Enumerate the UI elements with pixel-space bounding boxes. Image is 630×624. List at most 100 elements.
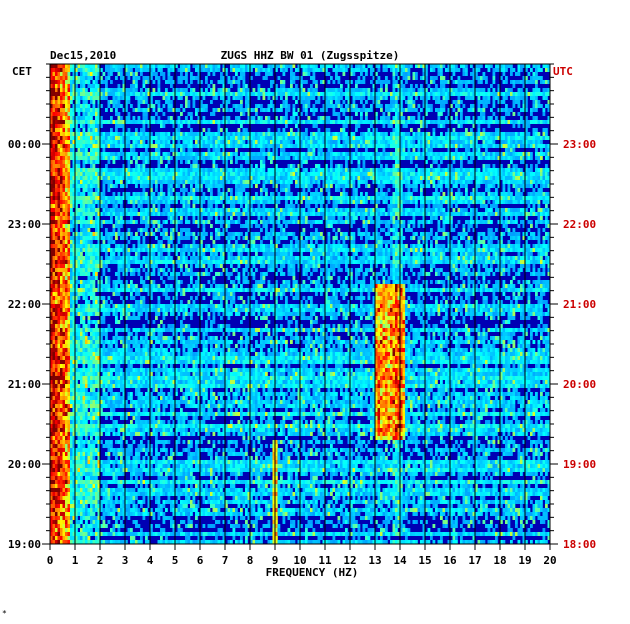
- spectrogram-cell: [72, 172, 76, 176]
- spectrogram-cell: [437, 184, 441, 188]
- spectrogram-cell: [262, 180, 266, 184]
- spectrogram-cell: [202, 168, 206, 172]
- spectrogram-cell: [372, 68, 376, 72]
- spectrogram-cell: [502, 152, 506, 156]
- spectrogram-cell: [65, 112, 68, 116]
- spectrogram-cell: [330, 136, 333, 140]
- spectrogram-cell: [427, 168, 431, 172]
- spectrogram-cell: [202, 172, 206, 176]
- spectrogram-cell: [170, 104, 173, 108]
- spectrogram-cell: [287, 140, 291, 144]
- spectrogram-cell: [437, 192, 441, 196]
- spectrogram-cell: [187, 200, 191, 204]
- spectrogram-cell: [115, 144, 118, 148]
- spectrogram-cell: [210, 140, 213, 144]
- spectrogram-cell: [82, 116, 86, 120]
- spectrogram-cell: [435, 92, 438, 96]
- spectrogram-cell: [427, 196, 431, 200]
- spectrogram-cell: [392, 120, 396, 124]
- spectrogram-cell: [312, 112, 316, 116]
- spectrogram-cell: [472, 192, 476, 196]
- spectrogram-cell: [537, 120, 541, 124]
- spectrogram-cell: [107, 76, 111, 80]
- spectrogram-cell: [485, 180, 488, 184]
- spectrogram-cell: [125, 136, 128, 140]
- spectrogram-cell: [350, 152, 353, 156]
- spectrogram-cell: [132, 72, 136, 76]
- spectrogram-cell: [65, 184, 68, 188]
- spectrogram-cell: [260, 188, 263, 192]
- spectrogram-cell: [445, 100, 448, 104]
- spectrogram-cell: [465, 132, 468, 136]
- spectrogram-cell: [177, 132, 181, 136]
- spectrogram-cell: [432, 120, 436, 124]
- spectrogram-cell: [317, 140, 321, 144]
- spectrogram-cell: [437, 168, 441, 172]
- spectrogram-cell: [90, 72, 93, 76]
- spectrogram-cell: [147, 176, 151, 180]
- spectrogram-cell: [100, 116, 103, 120]
- spectrogram-cell: [240, 108, 243, 112]
- spectrogram-cell: [522, 136, 526, 140]
- spectrogram-cell: [305, 180, 308, 184]
- spectrogram-cell: [475, 196, 478, 200]
- spectrogram-cell: [445, 168, 448, 172]
- spectrogram-cell: [160, 72, 163, 76]
- spectrogram-cell: [110, 132, 113, 136]
- spectrogram-cell: [97, 152, 101, 156]
- spectrogram-cell: [120, 196, 123, 200]
- spectrogram-cell: [70, 148, 73, 152]
- spectrogram-cell: [532, 140, 536, 144]
- spectrogram-cell: [500, 196, 503, 200]
- spectrogram-cell: [57, 116, 61, 120]
- spectrogram-cell: [360, 80, 363, 84]
- spectrogram-cell: [302, 96, 306, 100]
- spectrogram-cell: [435, 176, 438, 180]
- spectrogram-cell: [95, 184, 98, 188]
- spectrogram-cell: [302, 68, 306, 72]
- spectrogram-cell: [532, 92, 536, 96]
- spectrogram-cell: [467, 180, 471, 184]
- spectrogram-cell: [75, 192, 78, 196]
- spectrogram-cell: [365, 156, 368, 160]
- spectrogram-cell: [275, 96, 278, 100]
- spectrogram-cell: [235, 156, 238, 160]
- spectrogram-cell: [537, 76, 541, 80]
- spectrogram-cell: [277, 140, 281, 144]
- spectrogram-cell: [210, 68, 213, 72]
- spectrogram-cell: [95, 88, 98, 92]
- spectrogram-cell: [112, 120, 116, 124]
- spectrogram-cell: [82, 68, 86, 72]
- spectrogram-cell: [490, 136, 493, 140]
- spectrogram-cell: [230, 196, 233, 200]
- spectrogram-cell: [92, 192, 96, 196]
- spectrogram-cell: [122, 108, 126, 112]
- spectrogram-cell: [85, 148, 88, 152]
- spectrogram-cell: [535, 84, 538, 88]
- spectrogram-cell: [132, 168, 136, 172]
- spectrogram-cell: [217, 176, 221, 180]
- spectrogram-cell: [300, 84, 303, 88]
- spectrogram-cell: [305, 96, 308, 100]
- spectrogram-cell: [275, 172, 278, 176]
- spectrogram-cell: [482, 104, 486, 108]
- spectrogram-cell: [182, 92, 186, 96]
- spectrogram-cell: [505, 120, 508, 124]
- spectrogram-cell: [100, 144, 103, 148]
- spectrogram-cell: [312, 176, 316, 180]
- spectrogram-cell: [255, 156, 258, 160]
- spectrogram-cell: [457, 108, 461, 112]
- spectrogram-cell: [130, 136, 133, 140]
- spectrogram-cell: [547, 156, 551, 160]
- spectrogram-cell: [397, 76, 401, 80]
- spectrogram-cell: [100, 124, 103, 128]
- spectrogram-cell: [362, 152, 366, 156]
- spectrogram-cell: [340, 164, 343, 168]
- spectrogram-cell: [542, 132, 546, 136]
- spectrogram-cell: [107, 188, 111, 192]
- spectrogram-cell: [50, 108, 53, 112]
- spectrogram-cell: [97, 128, 101, 132]
- spectrogram-cell: [507, 176, 511, 180]
- spectrogram-cell: [182, 88, 186, 92]
- spectrogram-cell: [395, 192, 398, 196]
